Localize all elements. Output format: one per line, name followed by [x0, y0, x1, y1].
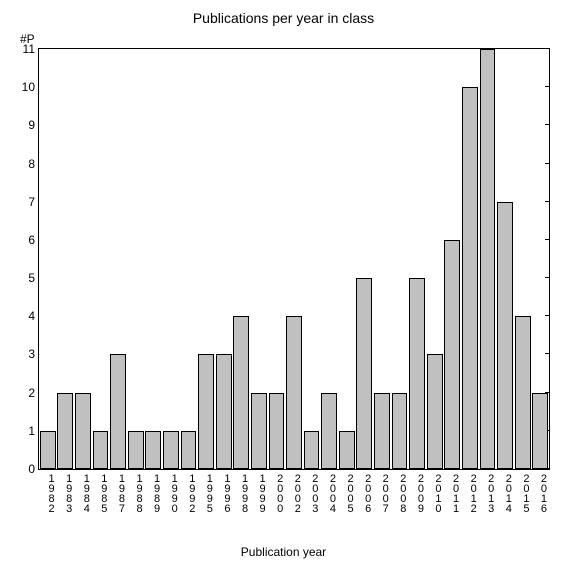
bar — [392, 393, 408, 469]
x-tick-label: 1998 — [232, 473, 250, 513]
x-tick-label: 2000 — [268, 473, 286, 513]
x-tick-label: 2013 — [479, 473, 497, 513]
bar — [444, 240, 460, 469]
y-tick-mark — [545, 315, 550, 316]
bar — [462, 87, 478, 469]
bar — [339, 431, 355, 469]
y-tick-mark — [545, 353, 550, 354]
bar — [515, 316, 531, 469]
x-tick-label: 2015 — [514, 473, 532, 513]
x-tick-label: 2010 — [426, 473, 444, 513]
y-tick-label: 11 — [23, 42, 35, 56]
bar — [374, 393, 390, 469]
bar — [321, 393, 337, 469]
bar — [532, 393, 548, 469]
x-tick-label: 1984 — [74, 473, 92, 513]
y-tick-mark — [545, 48, 550, 49]
bar — [145, 431, 161, 469]
bar — [93, 431, 109, 469]
y-tick-mark — [545, 201, 550, 202]
x-tick-label: 1982 — [39, 473, 57, 513]
chart-container: Publications per year in class #P 012345… — [0, 0, 567, 567]
bar — [163, 431, 179, 469]
y-tick-mark — [545, 86, 550, 87]
x-tick-label: 2016 — [531, 473, 549, 513]
x-tick-label: 1985 — [92, 473, 110, 513]
y-tick-mark — [545, 239, 550, 240]
bar — [128, 431, 144, 469]
x-tick-label: 1989 — [145, 473, 163, 513]
x-tick-label: 1988 — [127, 473, 145, 513]
bar — [251, 393, 267, 469]
bar — [497, 202, 513, 469]
x-tick-label: 1983 — [57, 473, 75, 513]
bar — [181, 431, 197, 469]
y-tick-label: 1 — [28, 424, 35, 438]
x-tick-label: 2014 — [496, 473, 514, 513]
x-tick-label: 2004 — [320, 473, 338, 513]
y-tick-label: 2 — [28, 386, 35, 400]
bar — [269, 393, 285, 469]
x-tick-label: 2012 — [461, 473, 479, 513]
x-tick-label: 1996 — [215, 473, 233, 513]
bar — [409, 278, 425, 469]
x-tick-label: 2005 — [338, 473, 356, 513]
bar — [233, 316, 249, 469]
bar — [427, 354, 443, 469]
x-tick-label: 2003 — [303, 473, 321, 513]
x-tick-label: 2011 — [443, 473, 461, 513]
bar — [75, 393, 91, 469]
y-tick-label: 0 — [28, 462, 35, 476]
y-tick-mark — [545, 124, 550, 125]
x-tick-label: 2006 — [356, 473, 374, 513]
chart-title: Publications per year in class — [0, 10, 567, 26]
y-tick-label: 6 — [28, 233, 35, 247]
x-tick-label: 1999 — [250, 473, 268, 513]
bar — [198, 354, 214, 469]
bar — [356, 278, 372, 469]
bar — [216, 354, 232, 469]
x-axis-label: Publication year — [0, 545, 567, 559]
x-tick-label: 2009 — [408, 473, 426, 513]
y-tick-label: 3 — [28, 347, 35, 361]
bar — [286, 316, 302, 469]
y-tick-label: 5 — [28, 271, 35, 285]
bar — [110, 354, 126, 469]
x-tick-label: 1987 — [109, 473, 127, 513]
bar — [40, 431, 56, 469]
x-tick-label: 2008 — [391, 473, 409, 513]
y-tick-label: 4 — [28, 309, 35, 323]
x-tick-label: 1995 — [197, 473, 215, 513]
x-tick-label: 2002 — [285, 473, 303, 513]
y-tick-label: 9 — [28, 118, 35, 132]
y-tick-label: 8 — [28, 157, 35, 171]
y-tick-mark — [545, 163, 550, 164]
bar — [304, 431, 320, 469]
x-tick-label: 2007 — [373, 473, 391, 513]
y-tick-mark — [545, 277, 550, 278]
bar — [480, 49, 496, 469]
y-tick-label: 7 — [28, 195, 35, 209]
plot-area: 0123456789101119821983198419851987198819… — [38, 48, 550, 470]
x-tick-label: 1992 — [180, 473, 198, 513]
x-tick-label: 1990 — [162, 473, 180, 513]
bar — [57, 393, 73, 469]
y-tick-label: 10 — [22, 80, 35, 94]
